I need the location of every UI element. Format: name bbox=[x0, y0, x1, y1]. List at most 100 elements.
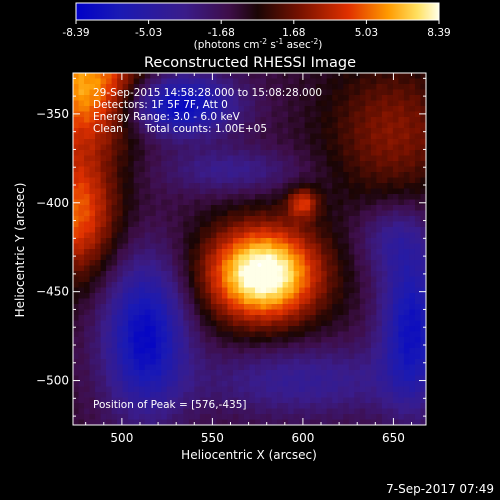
heatmap-cell bbox=[144, 199, 151, 206]
heatmap-cell bbox=[232, 150, 239, 156]
heatmap-cell bbox=[84, 337, 90, 343]
heatmap-cell bbox=[78, 199, 85, 206]
heatmap-cell bbox=[255, 293, 261, 299]
heatmap-cell bbox=[260, 122, 267, 129]
heatmap-cell bbox=[232, 315, 239, 321]
heatmap-cell bbox=[321, 183, 328, 189]
heatmap-cell bbox=[359, 320, 366, 327]
heatmap-cell bbox=[315, 139, 322, 145]
heatmap-cell bbox=[227, 381, 234, 387]
heatmap-cell bbox=[155, 282, 162, 288]
heatmap-cell bbox=[84, 177, 90, 184]
heatmap-cell bbox=[271, 161, 278, 167]
heatmap-cell bbox=[133, 89, 140, 96]
heatmap-cell bbox=[122, 331, 129, 338]
heatmap-cell bbox=[73, 183, 79, 189]
heatmap-cell bbox=[205, 172, 212, 178]
heatmap-cell bbox=[260, 216, 267, 222]
heatmap-cell bbox=[354, 342, 361, 349]
heatmap-cell bbox=[255, 205, 261, 211]
heatmap-cell bbox=[332, 293, 339, 299]
heatmap-cell bbox=[100, 183, 107, 189]
heatmap-cell bbox=[161, 287, 168, 294]
heatmap-cell bbox=[122, 232, 129, 239]
heatmap-cell bbox=[271, 386, 278, 393]
heatmap-cell bbox=[370, 128, 377, 134]
heatmap-cell bbox=[304, 84, 311, 90]
heatmap-cell bbox=[255, 177, 261, 184]
heatmap-cell bbox=[144, 293, 151, 299]
heatmap-cell bbox=[106, 392, 113, 398]
heatmap-cell bbox=[111, 100, 118, 107]
heatmap-cell bbox=[194, 419, 201, 426]
heatmap-cell bbox=[177, 293, 184, 299]
heatmap-cell bbox=[387, 249, 394, 255]
heatmap-cell bbox=[78, 221, 85, 228]
heatmap-cell bbox=[100, 381, 107, 387]
heatmap-cell bbox=[409, 309, 416, 316]
heatmap-cell bbox=[122, 364, 129, 371]
heatmap-cell bbox=[106, 238, 113, 244]
heatmap-cell bbox=[271, 392, 278, 398]
heatmap-cell bbox=[161, 155, 168, 162]
heatmap-cell bbox=[199, 221, 206, 228]
heatmap-cell bbox=[403, 238, 410, 244]
heatmap-cell bbox=[249, 375, 256, 382]
heatmap-cell bbox=[321, 364, 328, 371]
heatmap-cell bbox=[293, 172, 300, 178]
heatmap-cell bbox=[288, 271, 295, 277]
heatmap-cell bbox=[359, 304, 366, 310]
heatmap-cell bbox=[205, 265, 212, 272]
heatmap-cell bbox=[155, 271, 162, 277]
heatmap-cell bbox=[343, 403, 350, 409]
heatmap-cell bbox=[398, 194, 405, 200]
heatmap-cell bbox=[266, 122, 272, 129]
heatmap-cell bbox=[89, 293, 96, 299]
heatmap-cell bbox=[111, 117, 118, 123]
heatmap-cell bbox=[95, 150, 101, 156]
heatmap-cell bbox=[282, 320, 289, 327]
heatmap-cell bbox=[78, 243, 85, 250]
heatmap-cell bbox=[354, 150, 361, 156]
heatmap-cell bbox=[403, 249, 410, 255]
heatmap-cell bbox=[128, 232, 135, 239]
heatmap-cell bbox=[144, 106, 151, 112]
heatmap-cell bbox=[194, 249, 201, 255]
heatmap-cell bbox=[337, 386, 344, 393]
heatmap-cell bbox=[348, 238, 355, 244]
heatmap-cell bbox=[332, 254, 339, 261]
heatmap-cell bbox=[139, 210, 146, 217]
heatmap-cell bbox=[310, 172, 317, 178]
heatmap-cell bbox=[282, 326, 289, 332]
heatmap-cell bbox=[111, 216, 118, 222]
heatmap-cell bbox=[221, 337, 228, 343]
heatmap-cell bbox=[243, 293, 250, 299]
heatmap-cell bbox=[210, 144, 217, 151]
heatmap-cell bbox=[414, 78, 421, 85]
heatmap-cell bbox=[144, 161, 151, 167]
heatmap-cell bbox=[210, 254, 217, 261]
heatmap-cell bbox=[205, 78, 212, 85]
heatmap-cell bbox=[150, 194, 157, 200]
heatmap-cell bbox=[243, 326, 250, 332]
heatmap-cell bbox=[266, 78, 272, 85]
heatmap-cell bbox=[172, 243, 179, 250]
heatmap-cell bbox=[282, 155, 289, 162]
heatmap-cell bbox=[282, 150, 289, 156]
heatmap-cell bbox=[111, 243, 118, 250]
heatmap-cell bbox=[161, 419, 168, 426]
heatmap-cell bbox=[343, 84, 350, 90]
heatmap-cell bbox=[238, 342, 245, 349]
heatmap-cell bbox=[128, 397, 135, 404]
heatmap-cell bbox=[139, 73, 146, 79]
heatmap-cell bbox=[221, 370, 228, 376]
heatmap-cell bbox=[332, 326, 339, 332]
heatmap-cell bbox=[310, 221, 317, 228]
heatmap-cell bbox=[205, 84, 212, 90]
heatmap-cell bbox=[194, 84, 201, 90]
heatmap-cell bbox=[84, 298, 90, 305]
heatmap-cell bbox=[106, 139, 113, 145]
heatmap-cell bbox=[155, 172, 162, 178]
heatmap-cell bbox=[310, 106, 317, 112]
heatmap-cell bbox=[304, 408, 311, 415]
